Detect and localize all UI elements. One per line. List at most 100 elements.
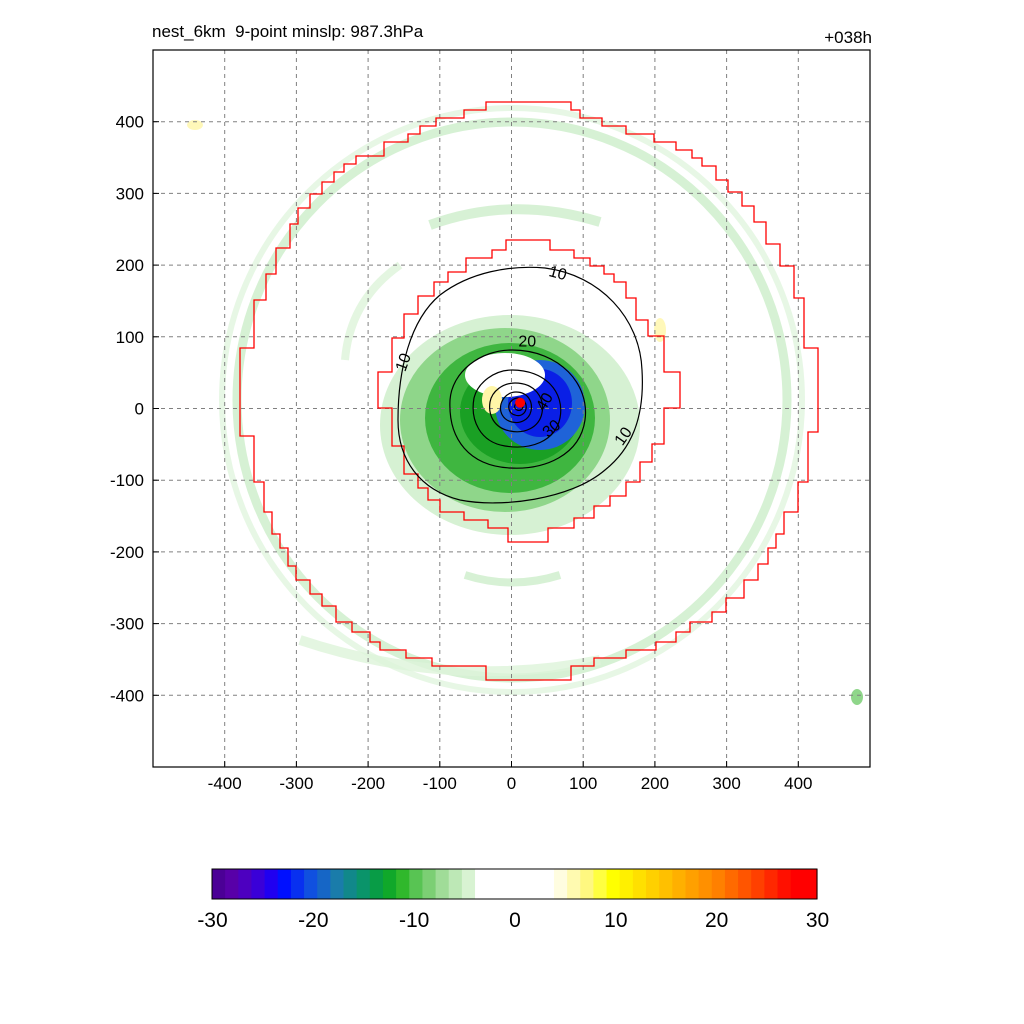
colorbar-swatch bbox=[409, 869, 424, 899]
shading-green-corner bbox=[851, 689, 863, 705]
colorbar-swatch bbox=[632, 869, 647, 899]
shaded-field bbox=[187, 105, 863, 705]
contour-label: 20 bbox=[518, 333, 536, 350]
colorbar-swatch bbox=[422, 869, 437, 899]
colorbar-labels: -30 -20 -10 0 10 20 30 bbox=[197, 909, 829, 932]
y-tick-label: 100 bbox=[116, 328, 144, 347]
inner-shading-yellow bbox=[482, 386, 502, 414]
outer-nest-boundary bbox=[239, 101, 819, 681]
x-tick-label: -400 bbox=[208, 774, 242, 793]
colorbar-tick-label: -30 bbox=[197, 909, 227, 932]
colorbar-tick-label: 0 bbox=[509, 909, 521, 932]
colorbar-swatch bbox=[435, 869, 450, 899]
storm-center-marker bbox=[515, 397, 526, 408]
contours bbox=[397, 266, 643, 504]
colorbar-swatch bbox=[238, 869, 253, 899]
contour-label: 10 bbox=[547, 263, 569, 284]
inner-shading-white bbox=[465, 353, 545, 397]
forecast-hour-label: +038h bbox=[824, 28, 872, 47]
x-axis: -400 -300 -200 -100 0 100 200 300 400 bbox=[208, 761, 812, 793]
x-tick-label: 100 bbox=[569, 774, 597, 793]
contour-inner-2 bbox=[508, 397, 527, 417]
spiral-band-north bbox=[428, 204, 602, 230]
colorbar-swatch bbox=[317, 869, 331, 899]
colorbar-swatch bbox=[475, 869, 489, 899]
colorbar-swatch bbox=[356, 869, 371, 899]
y-tick-label: -300 bbox=[110, 615, 144, 634]
colorbar-swatch bbox=[803, 869, 818, 899]
colorbar-swatch bbox=[567, 869, 581, 899]
colorbar-swatch bbox=[212, 869, 226, 899]
colorbar-swatch bbox=[277, 869, 292, 899]
colorbar-swatch bbox=[777, 869, 792, 899]
y-tick-label: 400 bbox=[116, 113, 144, 132]
contour-label: 40 bbox=[533, 390, 557, 414]
y-tick-label: -200 bbox=[110, 543, 144, 562]
contour-10 bbox=[397, 266, 643, 504]
colorbar-tick-label: 30 bbox=[806, 909, 829, 932]
y-tick-label: 0 bbox=[135, 400, 144, 419]
colorbar-swatch bbox=[790, 869, 805, 899]
colorbar-swatch bbox=[593, 869, 608, 899]
colorbar-swatch bbox=[304, 869, 318, 899]
nest-boundaries bbox=[239, 101, 819, 681]
colorbar-swatch bbox=[514, 869, 529, 899]
colorbar-swatch bbox=[461, 869, 476, 899]
colorbar-swatch bbox=[646, 869, 660, 899]
colorbar-swatch bbox=[343, 869, 358, 899]
colorbar-swatch bbox=[606, 869, 621, 899]
y-tick-label: -100 bbox=[110, 471, 144, 490]
colorbar-swatch bbox=[264, 869, 279, 899]
contour-label: 10 bbox=[393, 351, 415, 374]
colorbar-swatch bbox=[251, 869, 266, 899]
colorbar-swatch bbox=[659, 869, 673, 899]
x-tick-label: 300 bbox=[712, 774, 740, 793]
colorbar bbox=[211, 868, 818, 900]
colorbar-frame bbox=[211, 868, 818, 900]
x-tick-label: -100 bbox=[423, 774, 457, 793]
contour-40 bbox=[489, 382, 544, 433]
y-tick-label: -400 bbox=[110, 686, 144, 705]
colorbar-swatch bbox=[751, 869, 765, 899]
colorbar-tick-label: 20 bbox=[705, 909, 728, 932]
y-tick-label: 300 bbox=[116, 184, 144, 203]
colorbar-tick-label: -20 bbox=[298, 909, 328, 932]
colorbar-swatch bbox=[698, 869, 713, 899]
colorbar-swatch bbox=[290, 869, 305, 899]
y-axis: 400 300 200 100 0 -100 -200 -300 -400 bbox=[110, 113, 159, 705]
colorbar-tick-label: -10 bbox=[399, 909, 429, 932]
colorbar-swatch bbox=[527, 869, 542, 899]
colorbar-swatch bbox=[580, 869, 595, 899]
colorbar-swatch bbox=[225, 869, 239, 899]
colorbar-swatch bbox=[501, 869, 516, 899]
x-tick-label: -300 bbox=[279, 774, 313, 793]
colorbar-swatch bbox=[738, 869, 752, 899]
colorbar-swatch bbox=[330, 869, 345, 899]
colorbar-swatch bbox=[396, 869, 410, 899]
colorbar-swatch bbox=[619, 869, 634, 899]
colorbar-swatch bbox=[448, 869, 463, 899]
spiral-band-south bbox=[463, 571, 562, 587]
colorbar-swatch bbox=[724, 869, 739, 899]
colorbar-swatch bbox=[711, 869, 726, 899]
contour-30 bbox=[472, 369, 562, 448]
inner-nest-boundary bbox=[377, 239, 681, 543]
colorbar-swatch bbox=[764, 869, 779, 899]
x-tick-label: 0 bbox=[507, 774, 516, 793]
spiral-band-outer-south bbox=[298, 635, 601, 677]
colorbar-tick-label: 10 bbox=[604, 909, 627, 932]
colorbar-swatch bbox=[488, 869, 502, 899]
y-tick-label: 200 bbox=[116, 256, 144, 275]
colorbar-swatch bbox=[382, 869, 397, 899]
x-tick-label: 400 bbox=[784, 774, 812, 793]
shading-yellow-corner bbox=[187, 120, 203, 130]
contour-20 bbox=[449, 349, 587, 469]
colorbar-swatch bbox=[672, 869, 687, 899]
colorbar-swatch bbox=[685, 869, 700, 899]
colorbar-swatch bbox=[553, 869, 568, 899]
colorbar-swatch bbox=[540, 869, 555, 899]
x-tick-label: -200 bbox=[351, 774, 385, 793]
x-tick-label: 200 bbox=[641, 774, 669, 793]
plot-title: nest_6km 9-point minslp: 987.3hPa bbox=[152, 22, 424, 41]
